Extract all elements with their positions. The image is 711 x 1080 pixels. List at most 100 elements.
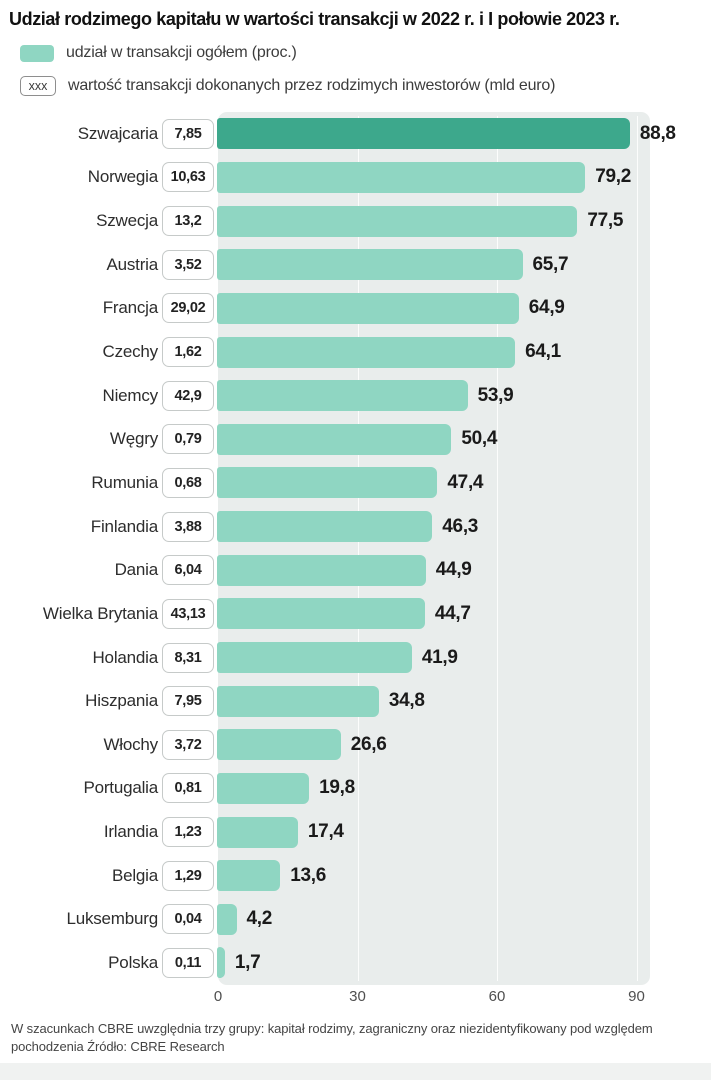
share-value-label: 19,8: [319, 777, 355, 799]
gridline-60: [497, 116, 498, 981]
share-value-label: 64,1: [525, 341, 561, 363]
x-axis: 0 30 60 90: [0, 985, 711, 1009]
transaction-value-box: 7,95: [162, 686, 214, 717]
share-value-label: 34,8: [388, 690, 425, 712]
legend-value-label: wartość transakcji dokonanych przez rodz…: [68, 77, 556, 94]
share-value-label: 79,2: [595, 166, 632, 188]
country-label: Holandia: [92, 647, 158, 667]
chart-row: Szwajcaria 7,85 88,8: [0, 112, 711, 156]
country-label: Dania: [114, 560, 159, 580]
country-label: Czechy: [102, 342, 159, 362]
chart-row: Austria 3,52 65,7: [0, 243, 711, 287]
chart-row: Węgry 0,79 50,4: [0, 417, 711, 461]
chart-row: Włochy 3,72 26,6: [0, 723, 711, 767]
share-value-label: 64,9: [528, 297, 565, 319]
country-label: Hiszpania: [85, 691, 158, 711]
country-label: Portugalia: [83, 778, 158, 798]
country-label: Węgry: [109, 429, 158, 449]
share-bar: [217, 423, 452, 455]
country-label: Irlandia: [103, 822, 158, 842]
source-footnote: W szacunkach CBRE uwzględnia trzy grupy:…: [11, 1021, 653, 1055]
transaction-value-box: 29,02: [162, 293, 214, 324]
share-value-label: 41,9: [421, 646, 458, 668]
country-label: Włochy: [103, 734, 158, 754]
chart-row: Belgia 1,29 13,6: [0, 854, 711, 898]
x-tick-label: 0: [213, 988, 223, 1005]
legend-share-label: udział w transakcji ogółem (proc.): [66, 44, 297, 61]
transaction-value-box: 13,2: [162, 206, 214, 237]
share-value-label: 17,4: [307, 821, 344, 843]
transaction-value-box: 6,04: [162, 555, 214, 586]
share-value-label: 50,4: [461, 428, 498, 450]
share-value-label: 1,7: [234, 951, 261, 973]
x-tick-label: 90: [628, 988, 645, 1005]
share-value-label: 47,4: [447, 471, 484, 493]
country-label: Szwecja: [96, 211, 158, 231]
country-label: Francja: [102, 298, 158, 318]
chart-row: Irlandia 1,23 17,4: [0, 810, 711, 854]
transaction-value-box: 42,9: [162, 380, 214, 411]
legend-item-value: xxx wartość transakcji dokonanych przez …: [20, 76, 555, 96]
country-label: Luksemburg: [66, 909, 158, 929]
share-value-label: 44,9: [435, 559, 472, 581]
chart-row: Luksemburg 0,04 4,2: [0, 898, 711, 942]
chart-row: Rumunia 0,68 47,4: [0, 461, 711, 505]
transaction-value-box: 43,13: [162, 598, 214, 629]
gridline-30: [357, 116, 359, 981]
share-value-label: 65,7: [532, 253, 569, 275]
share-bar: [217, 118, 630, 150]
share-value-label: 13,6: [290, 864, 327, 886]
share-bar: [217, 947, 225, 979]
chart-row: Polska 0,11 1,7: [0, 941, 711, 985]
transaction-value-box: 7,85: [162, 118, 214, 149]
share-bar: [217, 598, 425, 630]
transaction-value-box: 1,23: [162, 817, 214, 848]
x-tick-label: 30: [349, 988, 366, 1005]
country-label: Rumunia: [91, 472, 158, 492]
share-bar: [217, 903, 237, 935]
transaction-value-box: 3,52: [162, 249, 214, 280]
chart-rows: Szwajcaria 7,85 88,8 Norwegia 10,63 79,2 Szwec…: [0, 112, 711, 985]
chart-title: Udział rodzimego kapitału w wartości tra…: [9, 9, 620, 29]
chart-row: Holandia 8,31 41,9: [0, 636, 711, 680]
chart-row: Wielka Brytania 43,13 44,7: [0, 592, 711, 636]
share-bar: [217, 772, 310, 804]
share-bar: [217, 860, 281, 892]
country-label: Finlandia: [90, 516, 158, 536]
country-label: Belgia: [111, 865, 158, 885]
transaction-value-box: 3,72: [162, 729, 214, 760]
country-label: Szwajcaria: [77, 123, 158, 143]
legend-item-share: udział w transakcji ogółem (proc.): [20, 44, 297, 62]
transaction-value-box: 0,81: [162, 773, 214, 804]
share-bar: [217, 685, 379, 717]
chart-row: Niemcy 42,9 53,9: [0, 374, 711, 418]
country-label: Austria: [106, 254, 158, 274]
chart-row: Finlandia 3,88 46,3: [0, 505, 711, 549]
transaction-value-box: 0,04: [162, 904, 214, 935]
share-bar: [217, 205, 578, 237]
share-bar: [217, 816, 298, 848]
transaction-value-box: 1,29: [162, 860, 214, 891]
bar-chart: Szwajcaria 7,85 88,8 Norwegia 10,63 79,2 Szwec…: [0, 112, 711, 985]
chart-row: Hiszpania 7,95 34,8: [0, 679, 711, 723]
bottom-strip: [0, 1063, 711, 1080]
chart-row: Norwegia 10,63 79,2: [0, 156, 711, 200]
bar-color-swatch-icon: [20, 44, 54, 62]
share-value-label: 53,9: [477, 384, 514, 406]
country-label: Norwegia: [87, 167, 158, 187]
share-bar: [217, 336, 516, 368]
share-bar: [217, 467, 438, 499]
chart-row: Szwecja 13,2 77,5: [0, 199, 711, 243]
country-label: Wielka Brytania: [42, 603, 158, 623]
share-bar: [217, 729, 341, 761]
share-bar: [217, 554, 426, 586]
chart-row: Francja 29,02 64,9: [0, 287, 711, 331]
share-value-label: 44,7: [434, 602, 471, 624]
share-bar: [217, 380, 468, 412]
value-box-sample-icon: xxx: [20, 76, 56, 96]
share-value-label: 77,5: [587, 210, 624, 232]
share-bar: [217, 249, 523, 281]
share-bar: [217, 161, 586, 193]
transaction-value-box: 0,79: [162, 424, 214, 455]
chart-row: Dania 6,04 44,9: [0, 548, 711, 592]
